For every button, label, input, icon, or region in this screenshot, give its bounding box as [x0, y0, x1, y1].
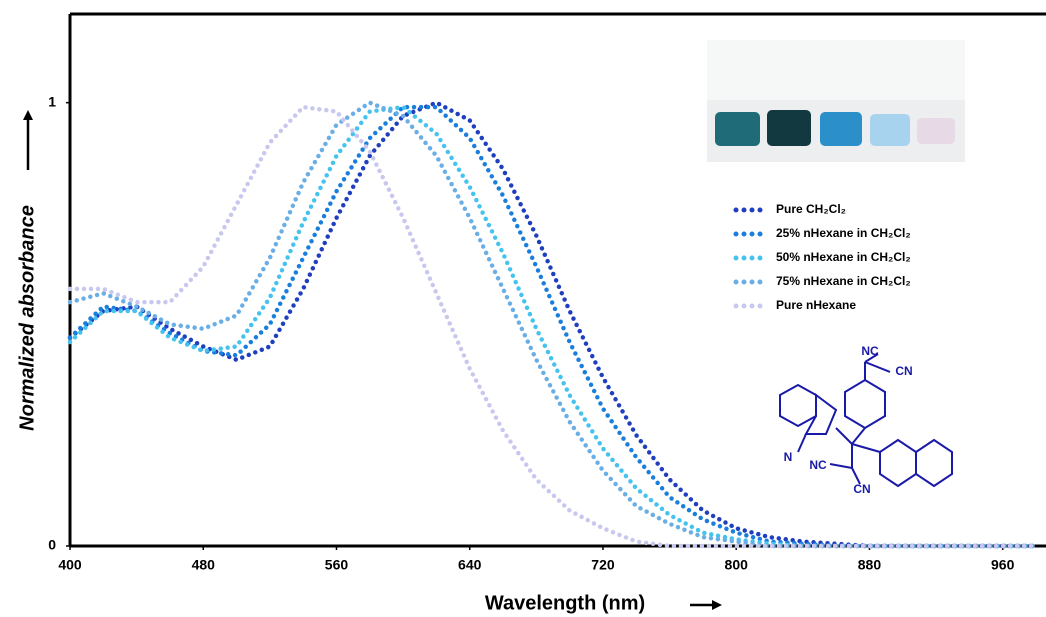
- legend-label: 75% nHexane in CH₂Cl₂: [776, 274, 911, 288]
- x-tick-label: 480: [192, 557, 216, 573]
- molecule-label: CN: [895, 364, 912, 378]
- y-axis-label: Normalized absorbance: [16, 205, 38, 431]
- x-arrow: [690, 600, 722, 610]
- y-arrow: [23, 110, 33, 170]
- molecule-label: NC: [861, 344, 879, 358]
- series-line: [67, 100, 1039, 549]
- x-tick-label: 880: [858, 557, 882, 573]
- legend-label: Pure CH₂Cl₂: [776, 202, 846, 216]
- molecule-label: N: [784, 450, 793, 464]
- x-axis-label: Wavelength (nm): [485, 592, 645, 614]
- x-tick-label: 400: [58, 557, 82, 573]
- photo-inset: [707, 40, 965, 162]
- molecule-label: NC: [809, 458, 827, 472]
- x-tick-label: 960: [991, 557, 1015, 573]
- y-tick-label: 0: [48, 537, 56, 553]
- series-line: [67, 104, 1039, 549]
- y-tick-label: 1: [48, 93, 56, 109]
- legend-label: 50% nHexane in CH₂Cl₂: [776, 250, 911, 264]
- x-tick-label: 640: [458, 557, 482, 573]
- x-tick-label: 720: [591, 557, 615, 573]
- legend-label: Pure nHexane: [776, 298, 856, 312]
- legend-label: 25% nHexane in CH₂Cl₂: [776, 226, 911, 240]
- molecule-label: CN: [853, 482, 870, 496]
- x-tick-label: 800: [725, 557, 749, 573]
- series-line: [67, 104, 1039, 549]
- series-line: [67, 104, 1039, 549]
- x-tick-label: 560: [325, 557, 349, 573]
- molecule: [779, 353, 953, 488]
